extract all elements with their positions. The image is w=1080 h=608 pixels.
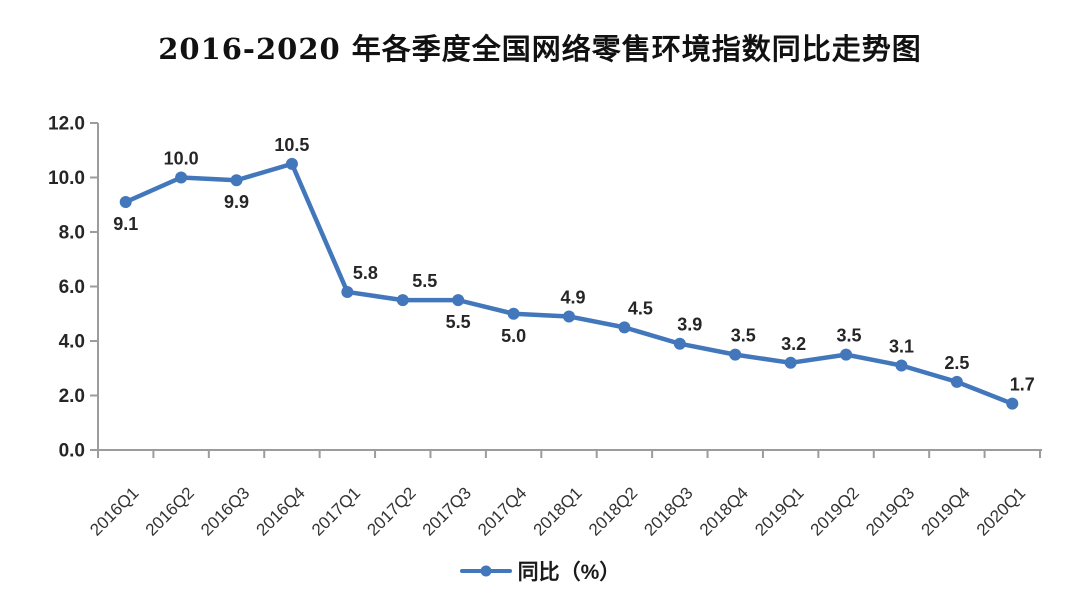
y-tick-label: 4.0 [59, 332, 85, 353]
data-label: 3.5 [837, 326, 862, 346]
x-axis-label: 2018Q2 [585, 483, 641, 539]
data-point [840, 348, 853, 361]
data-point [507, 307, 520, 320]
x-axis-label: 2019Q2 [807, 483, 863, 539]
x-axis-label: 2017Q1 [308, 483, 364, 539]
x-axis-label: 2020Q1 [973, 483, 1029, 539]
legend-label: 同比（%） [517, 561, 621, 584]
y-tick-label: 10.0 [48, 168, 85, 189]
x-axis-label: 2017Q4 [474, 483, 530, 539]
data-label: 5.8 [353, 263, 378, 283]
data-label: 4.5 [628, 298, 653, 318]
data-point [175, 171, 188, 184]
data-point [1006, 397, 1019, 410]
data-point [119, 196, 132, 209]
data-label: 3.9 [677, 315, 702, 335]
data-point [729, 348, 742, 361]
series-line [123, 161, 1015, 406]
data-label: 10.0 [164, 149, 199, 169]
x-axis-label: 2018Q3 [640, 483, 696, 539]
data-point [396, 294, 409, 307]
data-label: 5.5 [412, 271, 437, 291]
x-axis-label: 2017Q2 [363, 483, 419, 539]
y-tick-label: 0.0 [59, 441, 85, 462]
legend-marker-dot [480, 565, 492, 577]
data-point [563, 310, 575, 323]
data-point [895, 359, 908, 372]
data-point [950, 375, 963, 388]
x-axis-label: 2018Q4 [696, 483, 752, 539]
data-label: 5.0 [501, 326, 526, 346]
y-tick-label: 12.0 [48, 114, 85, 135]
x-axis-label: 2019Q3 [862, 483, 918, 539]
data-label: 4.9 [560, 287, 585, 307]
data-label: 9.9 [224, 192, 249, 212]
x-axis-label: 2018Q1 [530, 483, 586, 539]
legend: 同比（%） [0, 556, 1080, 586]
x-axis-label: 2017Q3 [419, 483, 475, 539]
data-label: 1.7 [1010, 375, 1035, 395]
data-point [618, 321, 631, 334]
data-point [784, 356, 797, 369]
data-label: 9.1 [113, 214, 138, 234]
data-point [673, 337, 686, 350]
chart-title: 2016-2020 年各季度全国网络零售环境指数同比走势图 [158, 32, 922, 66]
x-axis-label: 2016Q1 [86, 483, 142, 539]
data-label: 3.1 [889, 337, 914, 357]
y-tick-label: 8.0 [59, 223, 85, 244]
data-label: 10.5 [274, 135, 309, 155]
x-axis-label: 2016Q3 [197, 483, 253, 539]
data-label: 3.2 [781, 334, 806, 354]
x-axis-label: 2016Q4 [253, 483, 309, 539]
data-point [452, 294, 465, 307]
data-point [230, 174, 243, 187]
x-axis-label: 2019Q4 [917, 483, 973, 539]
x-axis-label: 2019Q1 [751, 483, 807, 539]
data-point [285, 157, 298, 170]
x-axis-label: 2016Q2 [142, 483, 198, 539]
data-label: 3.5 [731, 326, 756, 346]
data-point [341, 285, 354, 298]
y-tick-label: 2.0 [59, 386, 85, 407]
y-tick-label: 6.0 [59, 277, 85, 298]
data-label: 5.5 [446, 312, 471, 332]
data-label: 2.5 [944, 353, 969, 373]
legend-line-marker-icon [459, 565, 512, 577]
